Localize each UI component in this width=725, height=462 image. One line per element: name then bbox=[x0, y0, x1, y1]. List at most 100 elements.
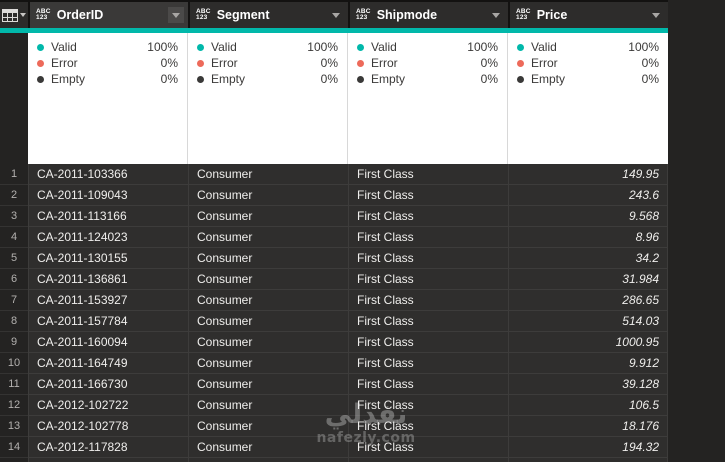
quality-label: Empty bbox=[371, 72, 406, 86]
cell-shipmode[interactable]: First Class bbox=[348, 206, 508, 227]
cell-shipmode[interactable]: First Class bbox=[348, 311, 508, 332]
filter-dropdown-icon[interactable] bbox=[648, 7, 664, 23]
cell-price[interactable]: 286.65 bbox=[508, 290, 668, 311]
cell-orderid[interactable]: CA-2012-102722 bbox=[28, 395, 188, 416]
cell-segment[interactable]: Consumer bbox=[188, 227, 348, 248]
column-type-abc123-icon[interactable]: ABC 123 bbox=[36, 8, 51, 21]
cell-segment[interactable]: Consumer bbox=[188, 416, 348, 437]
cell-shipmode[interactable]: First Class bbox=[348, 353, 508, 374]
cell-segment[interactable]: Consumer bbox=[188, 185, 348, 206]
column-header-segment[interactable]: ABC 123 Segment bbox=[190, 2, 348, 28]
table-row: 12 CA-2012-102722 Consumer First Class 106.5 bbox=[0, 395, 668, 416]
cell-shipmode[interactable]: First Class bbox=[348, 437, 508, 458]
row-number[interactable]: 11 bbox=[0, 374, 28, 395]
row-number[interactable]: 3 bbox=[0, 206, 28, 227]
cell-price[interactable]: 9.912 bbox=[508, 353, 668, 374]
row-number[interactable]: 7 bbox=[0, 290, 28, 311]
column-type-abc123-icon[interactable]: ABC 123 bbox=[356, 8, 371, 21]
cell-orderid[interactable]: CA-2011-153927 bbox=[28, 290, 188, 311]
cell-orderid[interactable]: CA-2012-102778 bbox=[28, 416, 188, 437]
cell-orderid[interactable]: CA-2011-166730 bbox=[28, 374, 188, 395]
cell-orderid[interactable]: CA-2011-109043 bbox=[28, 185, 188, 206]
cell-segment[interactable]: Consumer bbox=[188, 164, 348, 185]
quality-label: Valid bbox=[211, 40, 237, 54]
quality-valid-line: Valid 100% bbox=[197, 39, 338, 55]
cell-price[interactable]: 194.32 bbox=[508, 437, 668, 458]
column-label: Segment bbox=[216, 8, 270, 22]
cell-orderid[interactable]: CA-2011-124023 bbox=[28, 227, 188, 248]
row-number[interactable]: 8 bbox=[0, 311, 28, 332]
table-menu-button[interactable] bbox=[0, 2, 28, 28]
column-header-shipmode[interactable]: ABC 123 Shipmode bbox=[350, 2, 508, 28]
valid-dot-icon bbox=[357, 43, 364, 51]
cell-segment[interactable]: Consumer bbox=[188, 269, 348, 290]
quality-label: Empty bbox=[531, 72, 566, 86]
cell-orderid[interactable]: CA-2011-160094 bbox=[28, 332, 188, 353]
cell-shipmode[interactable]: First Class bbox=[348, 290, 508, 311]
cell-shipmode[interactable]: First Class bbox=[348, 164, 508, 185]
cell-orderid[interactable]: CA-2011-136861 bbox=[28, 269, 188, 290]
cell-shipmode bbox=[348, 458, 508, 462]
cell-shipmode[interactable]: First Class bbox=[348, 269, 508, 290]
cell-price[interactable]: 106.5 bbox=[508, 395, 668, 416]
cell-segment[interactable]: Consumer bbox=[188, 437, 348, 458]
column-header-price[interactable]: ABC 123 Price bbox=[510, 2, 668, 28]
filter-dropdown-icon[interactable] bbox=[168, 7, 184, 23]
filter-dropdown-icon[interactable] bbox=[488, 7, 504, 23]
cell-price[interactable]: 31.984 bbox=[508, 269, 668, 290]
quality-label: Error bbox=[531, 56, 558, 70]
cell-price[interactable]: 9.568 bbox=[508, 206, 668, 227]
cell-segment[interactable]: Consumer bbox=[188, 311, 348, 332]
cell-shipmode[interactable]: First Class bbox=[348, 416, 508, 437]
column-type-abc123-icon[interactable]: ABC 123 bbox=[196, 8, 211, 21]
row-number[interactable]: 12 bbox=[0, 395, 28, 416]
cell-orderid[interactable]: CA-2011-113166 bbox=[28, 206, 188, 227]
cell-segment[interactable]: Consumer bbox=[188, 395, 348, 416]
cell-price[interactable]: 18.176 bbox=[508, 416, 668, 437]
cell-shipmode[interactable]: First Class bbox=[348, 185, 508, 206]
row-number[interactable]: 5 bbox=[0, 248, 28, 269]
cell-orderid[interactable]: CA-2011-103366 bbox=[28, 164, 188, 185]
column-type-abc123-icon[interactable]: ABC 123 bbox=[516, 8, 531, 21]
quality-label: Error bbox=[211, 56, 238, 70]
cell-segment[interactable]: Consumer bbox=[188, 353, 348, 374]
cell-shipmode[interactable]: First Class bbox=[348, 332, 508, 353]
quality-label: Error bbox=[371, 56, 398, 70]
error-dot-icon bbox=[517, 59, 524, 67]
filter-dropdown-icon[interactable] bbox=[328, 7, 344, 23]
cell-segment[interactable]: Consumer bbox=[188, 206, 348, 227]
row-number[interactable]: 6 bbox=[0, 269, 28, 290]
cell-orderid[interactable]: CA-2011-164749 bbox=[28, 353, 188, 374]
row-number[interactable]: 2 bbox=[0, 185, 28, 206]
quality-value: 0% bbox=[160, 72, 178, 86]
row-number[interactable]: 10 bbox=[0, 353, 28, 374]
table-row: 13 CA-2012-102778 Consumer First Class 18.17… bbox=[0, 416, 668, 437]
row-number[interactable]: 1 bbox=[0, 164, 28, 185]
cell-segment[interactable]: Consumer bbox=[188, 332, 348, 353]
column-header-orderid[interactable]: ABC 123 OrderID bbox=[30, 2, 188, 28]
row-number[interactable]: 9 bbox=[0, 332, 28, 353]
quality-value: 0% bbox=[641, 56, 659, 70]
cell-shipmode[interactable]: First Class bbox=[348, 395, 508, 416]
cell-price[interactable]: 149.95 bbox=[508, 164, 668, 185]
cell-price[interactable]: 8.96 bbox=[508, 227, 668, 248]
cell-price[interactable]: 243.6 bbox=[508, 185, 668, 206]
cell-price[interactable]: 514.03 bbox=[508, 311, 668, 332]
cell-shipmode[interactable]: First Class bbox=[348, 374, 508, 395]
cell-price[interactable]: 39.128 bbox=[508, 374, 668, 395]
cell-segment[interactable]: Consumer bbox=[188, 374, 348, 395]
cell-shipmode[interactable]: First Class bbox=[348, 227, 508, 248]
cell-price[interactable]: 34.2 bbox=[508, 248, 668, 269]
cell-orderid[interactable]: CA-2012-117828 bbox=[28, 437, 188, 458]
cell-segment[interactable]: Consumer bbox=[188, 248, 348, 269]
row-number[interactable]: 4 bbox=[0, 227, 28, 248]
cell-price[interactable]: 1000.95 bbox=[508, 332, 668, 353]
cell-orderid[interactable]: CA-2011-130155 bbox=[28, 248, 188, 269]
row-number[interactable]: 13 bbox=[0, 416, 28, 437]
cell-orderid[interactable]: CA-2011-157784 bbox=[28, 311, 188, 332]
cell-segment[interactable]: Consumer bbox=[188, 290, 348, 311]
row-number[interactable]: 14 bbox=[0, 437, 28, 458]
cell-segment bbox=[188, 458, 348, 462]
cell-shipmode[interactable]: First Class bbox=[348, 248, 508, 269]
